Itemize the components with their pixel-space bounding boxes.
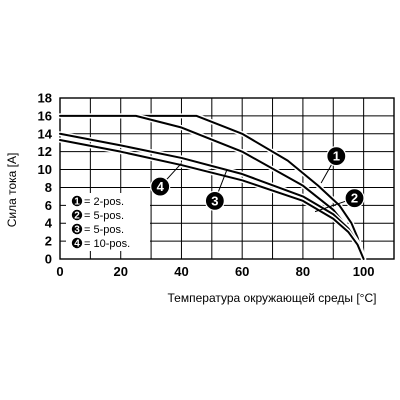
- y-tick-label: 14: [38, 126, 53, 141]
- y-axis-title: Сила тока [A]: [5, 153, 19, 228]
- y-tick-label: 8: [45, 180, 52, 195]
- callout-layer: 1 2 3 4: [150, 146, 365, 213]
- x-axis-title: Температура окружающей среды [°C]: [168, 291, 377, 305]
- legend-entry-text: = 5-pos.: [84, 224, 124, 236]
- legend: 1 = 2-pos. 2 = 5-pos. 3 = 5-pos. 4 = 10-pos.: [66, 193, 150, 251]
- callout-label: 2: [351, 191, 358, 206]
- y-tick-label: 2: [45, 234, 52, 249]
- legend-marker-label: 2: [74, 211, 80, 222]
- plot-border: [59, 97, 395, 260]
- series-layer: [57, 113, 367, 262]
- legend-marker-2: [71, 209, 83, 221]
- series-line-4: [59, 139, 365, 260]
- x-tick-label: 40: [174, 264, 188, 279]
- legend-marker-4: [71, 237, 83, 249]
- legend-marker-3: [71, 223, 83, 235]
- legend-marker-label: 4: [74, 239, 80, 250]
- callout-marker-4: [150, 176, 171, 197]
- x-tick-label: 60: [235, 264, 249, 279]
- legend-marker-label: 1: [74, 197, 80, 208]
- legend-entry-text: = 5-pos.: [84, 210, 124, 222]
- callout-label: 3: [211, 193, 218, 208]
- y-tick-label: 16: [38, 108, 52, 123]
- y-tick-label: 6: [45, 198, 52, 213]
- y-tick-label: 10: [38, 162, 52, 177]
- x-tick-label: 80: [296, 264, 310, 279]
- legend-marker-1: [71, 195, 83, 207]
- x-tick-label: 100: [353, 264, 375, 279]
- x-tick-label: 20: [113, 264, 127, 279]
- callout-label: 1: [333, 149, 340, 164]
- y-tick-label: 18: [38, 91, 52, 106]
- y-tick-label: 12: [38, 144, 52, 159]
- legend-marker-label: 3: [74, 225, 80, 236]
- series-line-1: [59, 114, 365, 260]
- callout-marker-3: [204, 190, 225, 211]
- legend-entry-text: = 2-pos.: [84, 196, 124, 208]
- y-tick-label: 0: [45, 252, 52, 267]
- legend-entry-text: = 10-pos.: [84, 238, 130, 250]
- callout-marker-2: [344, 188, 365, 209]
- x-tick-label: 0: [56, 264, 63, 279]
- y-tick-label: 4: [45, 216, 53, 231]
- callout-marker-1: [326, 146, 347, 167]
- callout-label: 4: [157, 179, 165, 194]
